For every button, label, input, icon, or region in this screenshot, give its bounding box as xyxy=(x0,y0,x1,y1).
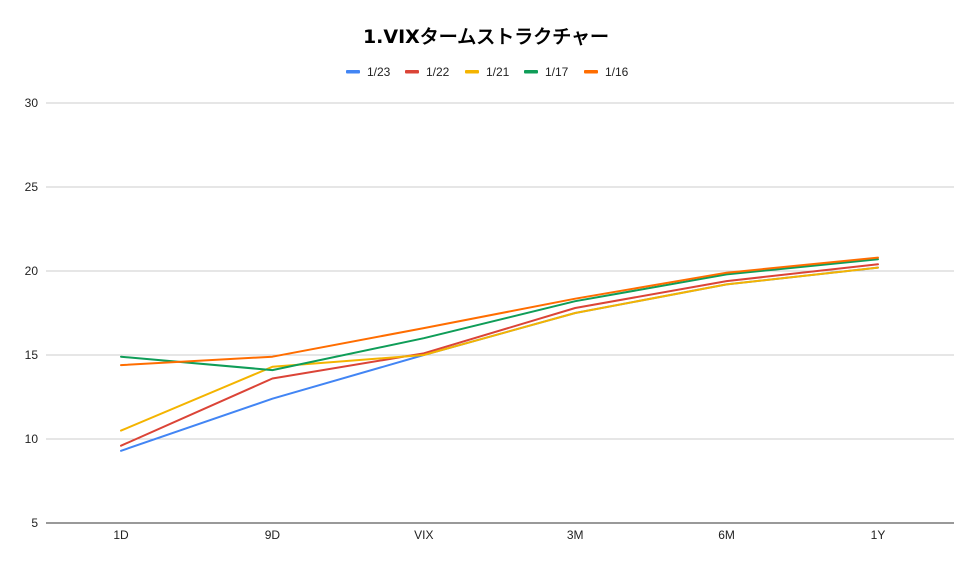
series-line-1-17 xyxy=(120,258,879,372)
legend-label: 1/23 xyxy=(367,65,391,79)
legend-swatch xyxy=(524,70,538,74)
gridlines xyxy=(46,102,954,524)
x-tick-label: 1Y xyxy=(871,528,886,542)
x-tick-label: 1D xyxy=(113,528,129,542)
x-tick-label: VIX xyxy=(414,528,433,542)
legend-swatch xyxy=(405,70,419,74)
legend-swatch xyxy=(465,70,479,74)
legend-swatch xyxy=(346,70,360,74)
legend-label: 1/16 xyxy=(605,65,629,79)
x-axis-ticks: 1D 9D VIX 3M 6M 1Y xyxy=(113,528,885,542)
y-axis-ticks: 5 10 15 20 25 30 xyxy=(25,96,39,530)
x-tick-label: 9D xyxy=(265,528,281,542)
y-tick-label: 30 xyxy=(25,96,39,110)
series-line-1-16 xyxy=(120,256,879,367)
legend-label: 1/21 xyxy=(486,65,510,79)
x-tick-label: 6M xyxy=(718,528,735,542)
y-tick-label: 5 xyxy=(31,516,38,530)
legend-swatch xyxy=(584,70,598,74)
y-tick-label: 20 xyxy=(25,264,39,278)
chart-title: 1.VIXタームストラクチャー xyxy=(363,26,609,48)
series-line-1-22 xyxy=(120,263,879,447)
y-tick-label: 25 xyxy=(25,180,39,194)
legend: 1/23 1/22 1/21 1/17 1/16 xyxy=(346,65,629,79)
legend-label: 1/22 xyxy=(426,65,450,79)
legend-label: 1/17 xyxy=(545,65,569,79)
series-lines xyxy=(120,256,879,452)
x-tick-label: 3M xyxy=(567,528,584,542)
y-tick-label: 10 xyxy=(25,432,39,446)
y-tick-label: 15 xyxy=(25,348,39,362)
series-line-1-21 xyxy=(120,266,879,432)
